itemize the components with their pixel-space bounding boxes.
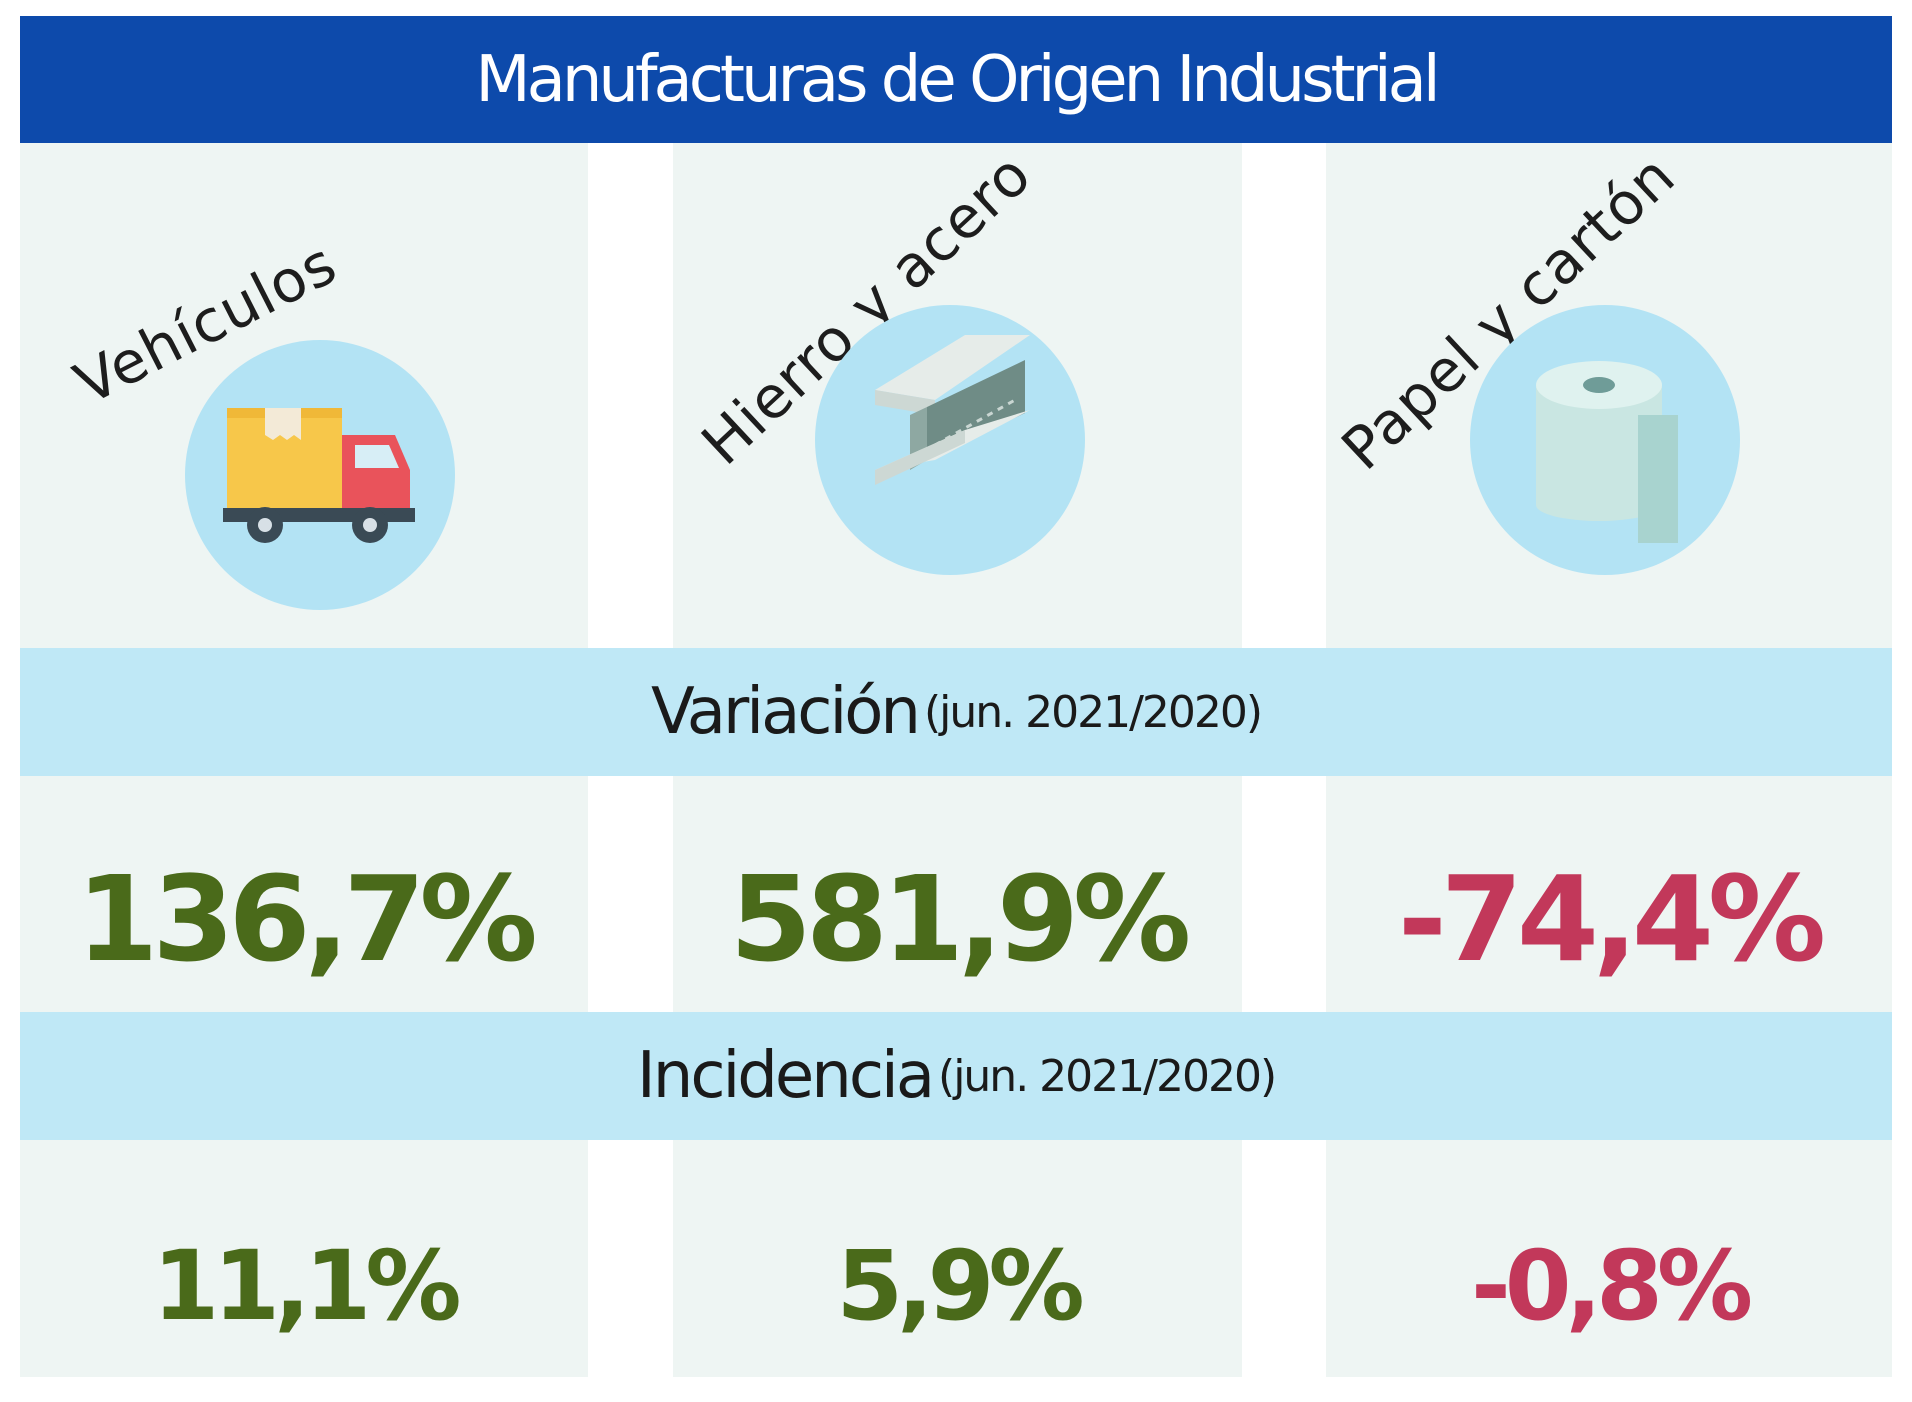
incidencia-value-papel: -0,8%: [1470, 1230, 1753, 1342]
incidencia-header: Incidencia (jun. 2021/2020): [20, 1012, 1892, 1140]
variacion-header: Variación (jun. 2021/2020): [20, 648, 1892, 776]
incidencia-period: (jun. 2021/2020): [938, 1050, 1277, 1102]
paper-roll-icon: [1470, 305, 1740, 575]
incidencia-value-hierro: 5,9%: [836, 1230, 1084, 1342]
variacion-value-vehiculos: 136,7%: [76, 850, 537, 988]
incidencia-value-vehiculos: 11,1%: [152, 1230, 461, 1342]
variacion-value-papel: -74,4%: [1397, 850, 1826, 988]
variacion-value-hierro: 581,9%: [729, 850, 1191, 988]
steel-beam-icon: [815, 305, 1085, 575]
incidencia-label: Incidencia: [636, 1039, 935, 1113]
page-title: Manufacturas de Origen Industrial: [20, 16, 1892, 143]
variacion-period: (jun. 2021/2020): [923, 686, 1263, 738]
variacion-label: Variación: [650, 675, 921, 749]
truck-icon: [185, 340, 455, 610]
